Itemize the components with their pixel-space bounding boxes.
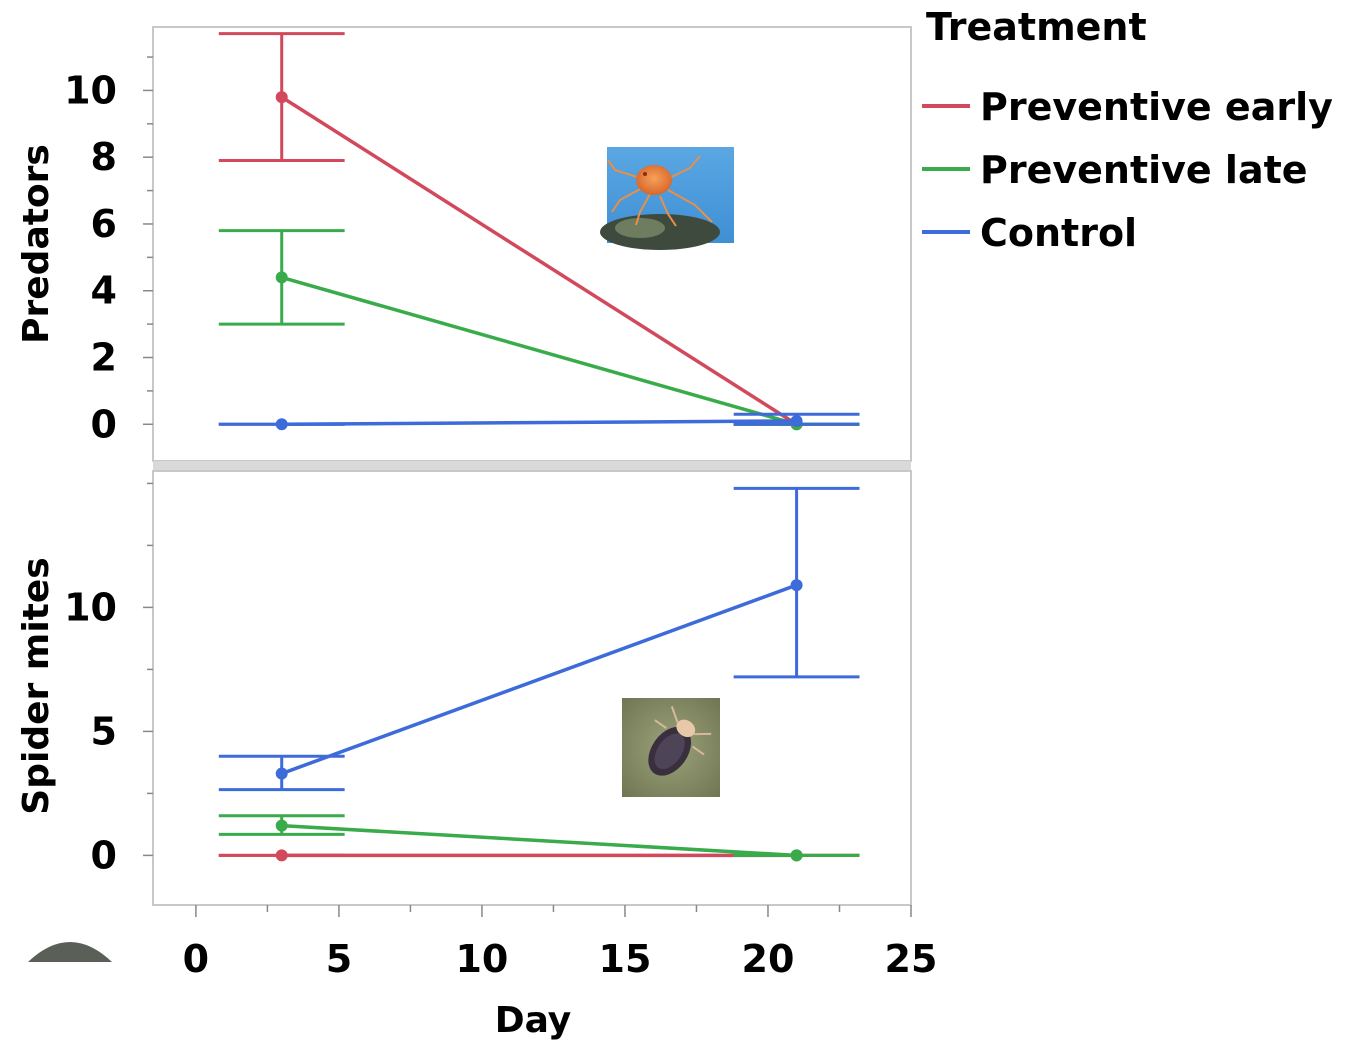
legend: Treatment Preventive early Preventive lat… [922,5,1333,255]
x-tick-label: 10 [455,937,508,981]
legend-title: Treatment [926,5,1147,49]
top-point-control [275,418,288,431]
bottom-y-tick-label: 0 [91,833,117,877]
bottom-y-axis: 0 5 10 [64,482,153,877]
top-point-control [790,414,803,427]
top-y-tick-label: 2 [91,336,117,380]
spider-mite-photo [622,698,720,797]
top-y-tick-label: 8 [91,135,117,179]
x-tick-label: 20 [742,937,795,981]
legend-label-control: Control [980,211,1137,255]
bottom-y-tick-label: 10 [64,585,117,629]
x-axis-title: Day [495,1000,572,1041]
bottom-series-preventive-late [218,814,860,862]
top-y-axis-title: Predators [16,144,57,344]
predatory-mite-photo [600,147,734,250]
top-y-axis: 0 2 4 6 8 10 [64,56,153,446]
x-tick-label: 15 [599,937,652,981]
top-point-preventive-early [275,91,288,104]
panel-divider [153,461,911,471]
bottom-point-preventive-late [275,819,288,832]
bottom-point-preventive-late [790,849,803,862]
bottom-line-preventive-late [281,823,797,858]
top-panel-frame [152,26,912,462]
top-series-control [218,412,860,431]
top-line-control [281,419,797,427]
bottom-y-tick-label: 5 [91,709,117,753]
bottom-point-control [275,767,288,780]
x-tick-label: 25 [885,937,938,981]
bottom-line-control [281,583,798,776]
series-layer [218,32,860,862]
bottom-y-axis-title: Spider mites [16,557,57,814]
top-y-tick-label: 4 [91,269,117,313]
top-y-tick-label: 0 [91,402,117,446]
top-line-preventive-late [281,275,798,426]
bottom-panel-frame [152,470,912,906]
bottom-point-control [790,579,803,592]
leaf-icon [28,942,112,962]
x-axis: 0 5 10 15 20 25 [183,905,938,981]
legend-items: Preventive early Preventive late Control [922,85,1333,255]
bottom-series-control [218,486,860,792]
top-point-preventive-late [275,271,288,284]
x-tick-label: 5 [326,937,352,981]
legend-label-preventive-early: Preventive early [980,85,1333,129]
x-tick-label: 0 [183,937,209,981]
top-y-tick-label: 6 [91,202,117,246]
top-y-tick-label: 10 [64,68,117,112]
bottom-point-preventive-early [275,849,288,862]
legend-label-preventive-late: Preventive late [980,148,1308,192]
top-line-preventive-early [280,95,798,426]
